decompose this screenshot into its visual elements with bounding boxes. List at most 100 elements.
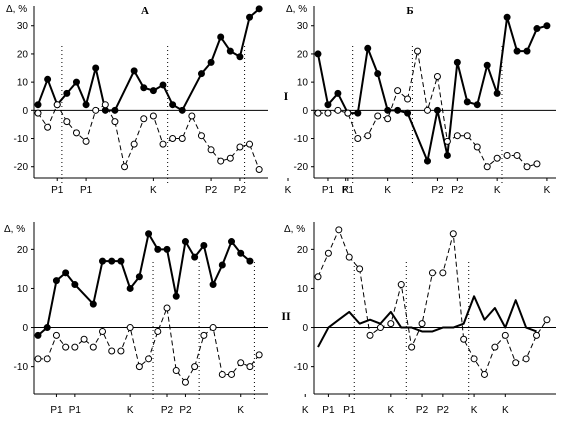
series-dashed-line bbox=[317, 229, 548, 375]
data-point-open bbox=[126, 324, 134, 332]
data-point-open bbox=[501, 331, 509, 339]
data-point-open bbox=[71, 343, 79, 351]
data-point-filled bbox=[433, 106, 441, 114]
data-point-open bbox=[255, 351, 263, 359]
data-point-open bbox=[82, 137, 90, 145]
data-point-filled bbox=[126, 284, 134, 292]
y-tick-label: 0 bbox=[22, 106, 28, 117]
data-point-open bbox=[356, 265, 364, 273]
data-point-open bbox=[335, 226, 343, 234]
data-point-filled bbox=[191, 253, 199, 261]
x-tick-label: P2 bbox=[161, 405, 174, 416]
y-tick-label: 20 bbox=[17, 245, 29, 256]
x-tick-label: P1 bbox=[343, 405, 356, 416]
x-tick-label: K bbox=[544, 185, 551, 196]
data-point-filled bbox=[209, 281, 217, 289]
data-point-open bbox=[178, 135, 186, 143]
y-tick-label: -10 bbox=[14, 134, 29, 145]
data-point-open bbox=[236, 143, 244, 151]
data-point-filled bbox=[463, 98, 471, 106]
data-point-open bbox=[324, 249, 332, 257]
panel-title-a: А bbox=[141, 5, 149, 17]
data-point-open bbox=[314, 273, 322, 281]
y-tick-label: -10 bbox=[294, 362, 309, 373]
data-point-filled bbox=[453, 58, 461, 66]
data-point-open bbox=[493, 154, 501, 162]
series-dashed-line bbox=[37, 104, 260, 170]
data-point-open bbox=[99, 327, 107, 335]
data-point-open bbox=[423, 106, 431, 114]
data-point-open bbox=[246, 363, 254, 371]
data-point-open bbox=[188, 112, 196, 120]
data-point-filled bbox=[108, 257, 116, 265]
data-point-open bbox=[418, 320, 426, 328]
y-tick-label: 0 bbox=[302, 323, 308, 334]
data-point-open bbox=[344, 109, 352, 117]
data-point-filled bbox=[159, 81, 167, 89]
x-tick-label: P1 bbox=[80, 185, 93, 196]
data-point-filled bbox=[43, 324, 51, 332]
data-point-open bbox=[433, 72, 441, 80]
series-solid-line bbox=[37, 8, 260, 112]
data-point-filled bbox=[246, 257, 254, 265]
data-point-open bbox=[130, 140, 138, 148]
data-point-open bbox=[63, 118, 71, 126]
data-point-filled bbox=[169, 101, 177, 109]
data-point-filled bbox=[483, 61, 491, 69]
data-point-open bbox=[209, 324, 217, 332]
data-point-open bbox=[513, 151, 521, 159]
data-point-filled bbox=[334, 89, 342, 97]
data-point-open bbox=[44, 123, 52, 131]
data-point-open bbox=[108, 347, 116, 355]
data-point-filled bbox=[354, 109, 362, 117]
data-point-open bbox=[135, 363, 143, 371]
series-dashed-line bbox=[38, 307, 260, 383]
data-point-open bbox=[237, 359, 245, 367]
x-tick-label: P2 bbox=[431, 185, 444, 196]
data-point-filled bbox=[172, 292, 180, 300]
data-point-open bbox=[439, 269, 447, 277]
data-point-filled bbox=[226, 47, 234, 55]
data-point-filled bbox=[493, 89, 501, 97]
data-point-open bbox=[255, 166, 263, 174]
data-point-open bbox=[387, 320, 395, 328]
data-point-open bbox=[101, 101, 109, 109]
data-point-open bbox=[181, 378, 189, 386]
x-tick-label: K bbox=[127, 405, 134, 416]
data-point-open bbox=[145, 355, 153, 363]
x-tick-label: K bbox=[384, 185, 391, 196]
series-group bbox=[34, 5, 263, 174]
data-point-filled bbox=[543, 22, 551, 30]
data-point-filled bbox=[149, 87, 157, 95]
data-point-filled bbox=[140, 84, 148, 92]
data-point-filled bbox=[145, 230, 153, 238]
data-point-open bbox=[404, 95, 412, 103]
data-point-filled bbox=[513, 47, 521, 55]
data-point-open bbox=[414, 47, 422, 55]
y-tick-label: 10 bbox=[297, 284, 309, 295]
data-point-open bbox=[169, 135, 177, 143]
data-point-filled bbox=[63, 89, 71, 97]
data-point-open bbox=[218, 370, 226, 378]
y-tick-label: -10 bbox=[14, 362, 29, 373]
y-tick-label: 20 bbox=[297, 49, 309, 60]
x-tick-label: P2 bbox=[451, 185, 464, 196]
x-tick-label: K bbox=[150, 185, 157, 196]
data-point-open bbox=[334, 106, 342, 114]
data-point-filled bbox=[217, 33, 225, 41]
data-point-filled bbox=[404, 109, 412, 117]
data-point-filled bbox=[236, 53, 244, 61]
x-tick-label: K bbox=[471, 405, 478, 416]
x-tick-label: P2 bbox=[205, 185, 218, 196]
data-point-filled bbox=[99, 257, 107, 265]
data-point-open bbox=[354, 135, 362, 143]
data-point-filled bbox=[130, 67, 138, 75]
data-point-open bbox=[34, 355, 42, 363]
data-point-open bbox=[154, 327, 162, 335]
panel-a-1: Δ, % -20 -10 0 10 20 30 P1 P1 K P2 P2 K K bbox=[6, 4, 349, 196]
data-point-open bbox=[34, 109, 42, 117]
data-point-open bbox=[428, 269, 436, 277]
data-point-filled bbox=[71, 281, 79, 289]
